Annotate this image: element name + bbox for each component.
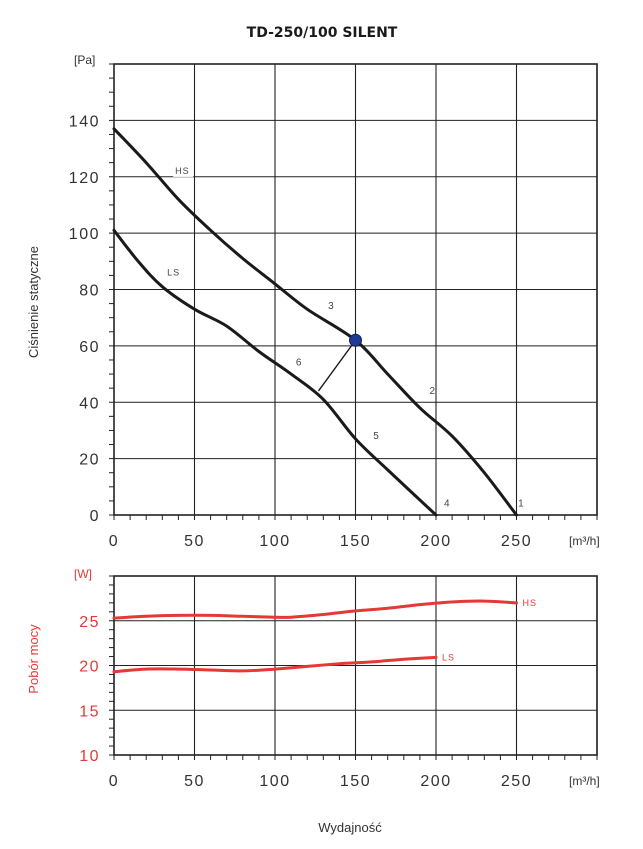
power-curves: HS LS <box>112 598 538 674</box>
power-curve-ls <box>112 655 438 674</box>
point-number-label: 1 <box>518 499 524 510</box>
y-tick-label: 80 <box>79 283 100 300</box>
pressure-axis-label: Ciśnienie statyczne <box>26 246 41 358</box>
chart-title: TD-250/100 SILENT <box>247 25 398 41</box>
flow-axis-label: Wydajność <box>318 820 382 835</box>
flow-unit-label-bottom: [m³/h] <box>569 774 600 788</box>
point-number-label: 3 <box>328 301 334 312</box>
y-tick-label: 25 <box>79 614 100 631</box>
series-label-bg <box>173 165 194 177</box>
power-curve-hs <box>112 599 518 620</box>
flow-unit-label-top: [m³/h] <box>569 534 600 548</box>
x-tick-label: 100 <box>259 533 290 550</box>
pressure-curve-ls <box>112 228 438 517</box>
x-tick-label: 50 <box>184 533 205 550</box>
pressure-curves <box>112 127 518 517</box>
y-tick-label: 120 <box>69 170 100 187</box>
series-label-hs: HS <box>175 166 190 176</box>
x-tick-label: 200 <box>420 533 451 550</box>
point-number-label: 2 <box>430 386 436 397</box>
pressure-unit-label: [Pa] <box>74 53 95 67</box>
x-tick-label: 150 <box>340 773 371 790</box>
x-tick-label: 200 <box>420 773 451 790</box>
y-tick-label: 140 <box>69 113 100 130</box>
series-label-bg <box>165 267 186 279</box>
power-grid <box>109 575 598 760</box>
power-unit-label: [W] <box>74 567 92 581</box>
x-tick-label: 100 <box>259 773 290 790</box>
y-tick-label: 40 <box>79 395 100 412</box>
operating-point-connector <box>317 339 357 392</box>
point-number-label: 6 <box>296 358 302 369</box>
y-tick-label: 15 <box>79 703 100 720</box>
x-tick-label: 250 <box>501 533 532 550</box>
pressure-curve-hs <box>112 127 518 517</box>
x-tick-label: 50 <box>184 773 205 790</box>
y-tick-label: 100 <box>69 226 100 243</box>
pressure-annotations: HS LS 1 2 3 4 5 6 <box>165 165 524 510</box>
series-label-ls: LS <box>167 267 180 277</box>
y-tick-label: 20 <box>79 452 100 469</box>
power-tick-labels: 0 50 100 150 200 250 10 15 20 25 <box>79 614 532 790</box>
pressure-grid <box>109 63 598 520</box>
y-tick-label: 10 <box>79 748 100 765</box>
point-number-label: 4 <box>444 499 450 510</box>
x-tick-label: 0 <box>109 773 119 790</box>
point-number-label: 5 <box>373 431 379 442</box>
y-tick-label: 20 <box>79 659 100 676</box>
power-axis-label: Pobór mocy <box>26 624 41 694</box>
x-tick-label: 250 <box>501 773 532 790</box>
x-tick-label: 150 <box>340 533 371 550</box>
operating-point-marker <box>349 333 362 347</box>
y-tick-label: 60 <box>79 339 100 356</box>
y-tick-label: 0 <box>90 508 100 525</box>
pressure-tick-labels: 0 50 100 150 200 250 0 20 40 60 80 100 120 140 <box>69 113 532 550</box>
power-series-label-ls: LS <box>442 652 455 662</box>
power-series-label-hs: HS <box>523 598 538 608</box>
x-tick-label: 0 <box>109 533 119 550</box>
